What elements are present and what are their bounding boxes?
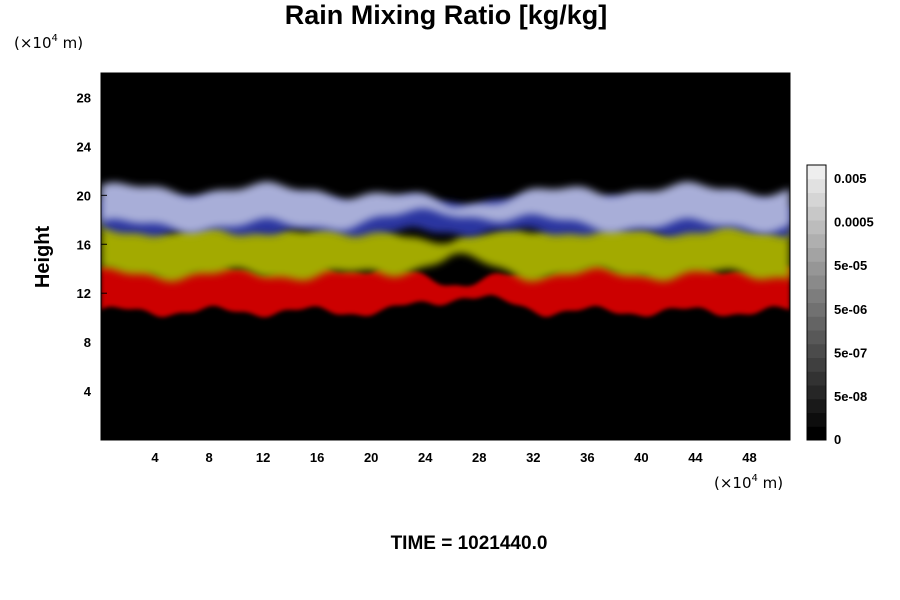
colorbar-level	[807, 398, 826, 413]
x-tick-label: 44	[688, 450, 703, 465]
rain-field	[101, 181, 790, 318]
x-tick-label: 48	[742, 450, 756, 465]
x-tick-label: 4	[151, 450, 159, 465]
colorbar-level	[807, 330, 826, 345]
x-tick-label: 12	[256, 450, 270, 465]
colorbar-tick-label: 5e-05	[834, 258, 867, 273]
colorbar-level	[807, 412, 826, 427]
y-tick-label: 16	[77, 237, 91, 252]
y-tick-label: 8	[84, 335, 91, 350]
colorbar-level	[807, 343, 826, 358]
x-ticks: 4 8 12 16 20 24 28 32 36 40 44 48	[151, 434, 757, 465]
colorbar-level	[807, 233, 826, 248]
y-tick-label: 20	[77, 188, 91, 203]
chart-title: Rain Mixing Ratio [kg/kg]	[285, 0, 608, 30]
colorbar-level	[807, 426, 826, 441]
colorbar-level	[807, 192, 826, 207]
colorbar-level	[807, 316, 826, 331]
colorbar-tick-label: 5e-07	[834, 345, 867, 360]
colorbar-level	[807, 178, 826, 193]
colorbar-tick-label: 5e-06	[834, 302, 867, 317]
colorbar-tick-label: 5e-08	[834, 389, 867, 404]
colorbar-frame	[806, 164, 827, 441]
colorbar-level	[807, 261, 826, 276]
colorbar-level	[807, 247, 826, 262]
y-tick-label: 4	[84, 384, 92, 399]
y-tick-label: 24	[77, 139, 92, 154]
colorbar-level	[807, 165, 826, 180]
y-ticks: 4 8 12 16 20 24 28	[77, 90, 107, 399]
x-tick-label: 16	[310, 450, 324, 465]
colorbar-level	[807, 206, 826, 221]
colorbar-level	[807, 302, 826, 317]
colorbar-level	[807, 357, 826, 372]
x-tick-label: 36	[580, 450, 594, 465]
y-tick-label: 12	[77, 286, 91, 301]
colorbar-level	[807, 371, 826, 386]
colorbar-tick-label: 0.005	[834, 171, 867, 186]
colorbar-level	[807, 220, 826, 235]
colorbar-tick-label: 0.0005	[834, 215, 874, 230]
colorbar-level	[807, 275, 826, 290]
x-tick-label: 8	[205, 450, 212, 465]
plot-frame	[100, 72, 791, 441]
x-tick-label: 40	[634, 450, 648, 465]
x-tick-label: 20	[364, 450, 378, 465]
y-axis-label: Height	[32, 226, 54, 289]
y-tick-label: 28	[77, 90, 91, 105]
x-tick-label: 32	[526, 450, 540, 465]
time-label: TIME = 1021440.0	[391, 533, 548, 554]
x-tick-label: 24	[418, 450, 433, 465]
rain-band-upper	[101, 181, 790, 234]
x-axis-unit: (×104 m)	[714, 473, 783, 492]
colorbar-level	[807, 288, 826, 303]
y-axis-unit: (×104 m)	[14, 33, 83, 52]
rain-band-mid	[101, 219, 790, 282]
colorbar-tick-label: 0	[834, 432, 841, 447]
x-tick-label: 28	[472, 450, 486, 465]
colorbar-level	[807, 385, 826, 400]
colorbar: 0.005 0.0005 5e-05 5e-06 5e-07 5e-08 0	[806, 164, 874, 447]
